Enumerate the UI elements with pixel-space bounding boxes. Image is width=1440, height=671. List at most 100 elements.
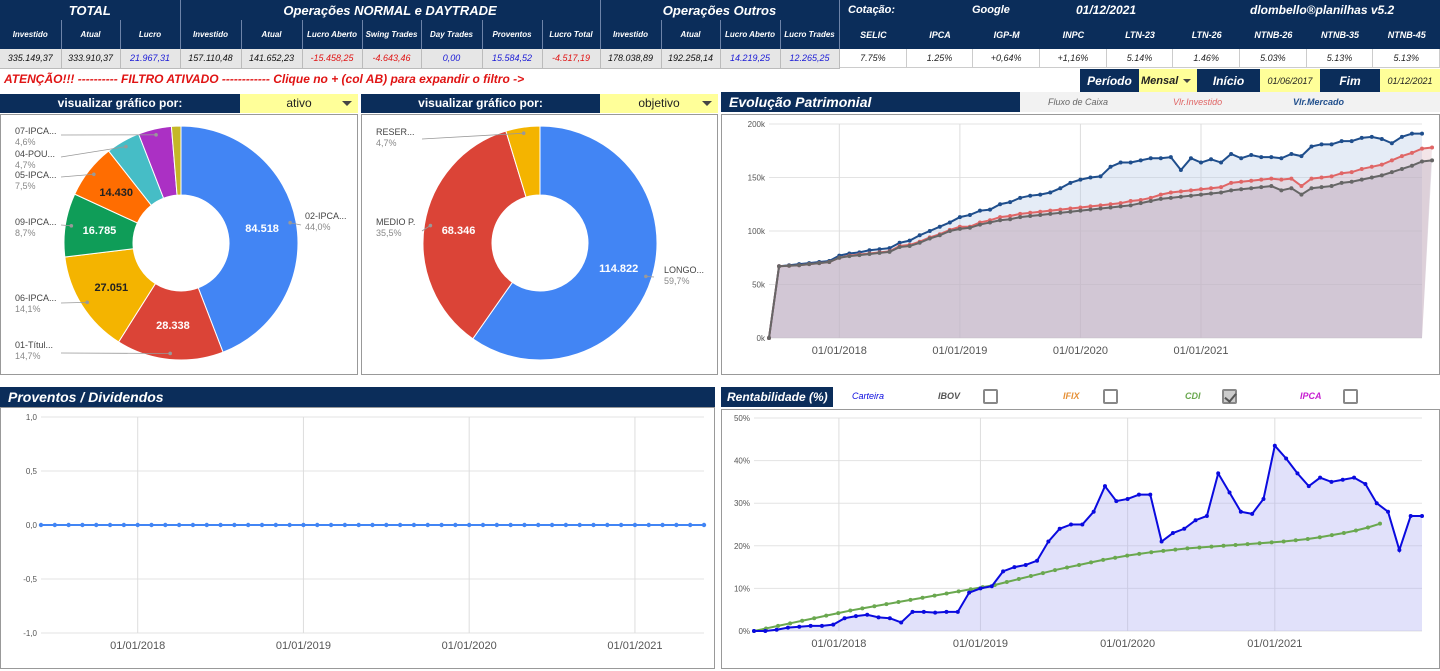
x-tick-label: 01/01/2020 (1053, 345, 1108, 357)
series-point (1008, 217, 1013, 222)
leader-dot (92, 172, 96, 177)
value-cell[interactable]: 141.652,23 (241, 49, 303, 69)
cdi-point (1065, 565, 1069, 570)
pie-slice (422, 130, 527, 340)
x-tick-label: 01/01/2018 (110, 640, 165, 652)
ifix-checkbox[interactable] (1103, 389, 1118, 404)
ipca-checkbox[interactable] (1343, 389, 1358, 404)
series-point (370, 522, 375, 528)
cdi-point (1281, 539, 1286, 544)
cdi-point (1378, 521, 1382, 526)
carteira-point (1170, 531, 1175, 536)
series-point (947, 220, 952, 225)
series-point (204, 522, 209, 528)
carteira-point (774, 627, 779, 632)
cdi-point (1089, 560, 1094, 565)
value-cell[interactable]: 21.967,31 (120, 49, 181, 69)
series-point (190, 522, 196, 528)
indicator-value: +0,64% (973, 49, 1041, 68)
cotacao-label: Cotação: (848, 4, 896, 16)
y-tick-label: 0% (738, 627, 750, 636)
series-point (1198, 192, 1203, 197)
col-header: Lucro Aberto (720, 20, 781, 49)
series-point (508, 522, 513, 528)
series-point (1359, 135, 1364, 140)
carteira-point (1159, 539, 1164, 544)
series-point (1188, 188, 1193, 193)
value-cell[interactable]: 0,00 (421, 49, 483, 69)
pie-slice (472, 125, 658, 361)
cdi-checkbox[interactable] (1222, 389, 1237, 404)
series-point (1329, 174, 1334, 179)
value-cell[interactable]: 15.584,52 (482, 49, 543, 69)
start-date-input[interactable]: 01/06/2017 (1260, 69, 1320, 93)
series-point (1219, 190, 1224, 195)
period-select[interactable]: Mensal (1139, 69, 1197, 93)
series-point (1359, 166, 1364, 171)
indicator-value: 5.13% (1373, 49, 1440, 68)
indicator-value: 1.46% (1173, 49, 1241, 68)
pie-slice (117, 282, 224, 361)
value-cell[interactable]: 192.258,14 (661, 49, 721, 69)
series-point (1068, 209, 1073, 214)
series-point (957, 226, 962, 231)
carteira-point (921, 609, 926, 614)
cdi-point (1016, 577, 1021, 582)
series-point (121, 522, 127, 528)
legend-mercado[interactable]: Vlr.Mercado (1293, 97, 1345, 107)
carteira-point (1125, 496, 1130, 501)
carteira-point (1091, 509, 1096, 514)
slice-value: 14.430 (99, 187, 133, 199)
value-cell[interactable]: 333.910,37 (61, 49, 121, 69)
carteira-point (1216, 471, 1221, 476)
col-header: Atual (241, 20, 303, 49)
end-date-input[interactable]: 01/12/2021 (1380, 69, 1440, 93)
series-point (887, 246, 892, 251)
series-point (1148, 199, 1153, 204)
series-point (1078, 208, 1083, 213)
value-cell[interactable]: -15.458,25 (302, 49, 363, 69)
value-cell[interactable]: 335.149,37 (0, 49, 62, 69)
value-cell[interactable]: 178.038,89 (600, 49, 662, 69)
cdi-point (1245, 542, 1250, 547)
ibov-checkbox[interactable] (983, 389, 998, 404)
carteira-point (1261, 496, 1266, 501)
carteira-point (1193, 518, 1198, 523)
value-cell[interactable]: 14.219,25 (720, 49, 781, 69)
value-cell[interactable]: -4.517,19 (542, 49, 601, 69)
value-cell[interactable]: 157.110,48 (180, 49, 242, 69)
carteira-point (1250, 511, 1255, 516)
slice-label: RESER... (376, 127, 415, 137)
legend-fluxo[interactable]: Fluxo de Caixa (1048, 97, 1109, 107)
x-tick-label: 01/01/2018 (811, 638, 866, 650)
pie1-selector[interactable]: ativo (240, 94, 358, 113)
legend-investido[interactable]: Vlr.Investido (1173, 97, 1223, 107)
y-tick-label: 0,5 (26, 467, 38, 476)
series-point (787, 263, 792, 268)
cotacao-source[interactable]: Google (972, 4, 1010, 16)
carteira-point (853, 614, 858, 619)
series-point (877, 250, 882, 255)
y-tick-label: 0k (757, 334, 766, 343)
legend-carteira[interactable]: Carteira (852, 391, 885, 401)
indicator-name: IPCA (929, 30, 951, 40)
series-point (66, 522, 71, 528)
carteira-point (819, 623, 824, 628)
chevron-down-icon (1183, 79, 1191, 83)
pie2-selector[interactable]: objetivo (600, 94, 718, 113)
label-leader (60, 301, 88, 304)
carteira-point (1295, 471, 1300, 476)
cdi-point (968, 587, 973, 592)
series-point (907, 238, 912, 243)
series-point (425, 522, 430, 528)
series-point (1128, 203, 1133, 208)
start-label: Início (1197, 69, 1260, 93)
value-cell[interactable]: -4.643,46 (362, 49, 422, 69)
cdi-point (1161, 548, 1166, 553)
slice-label: 06-IPCA... (15, 293, 57, 303)
pie-slice (180, 125, 299, 353)
slice-label: 02-IPCA... (305, 211, 347, 221)
series-point (1209, 186, 1214, 191)
value-cell[interactable]: 12.265,25 (780, 49, 840, 69)
series-point (1379, 162, 1384, 167)
